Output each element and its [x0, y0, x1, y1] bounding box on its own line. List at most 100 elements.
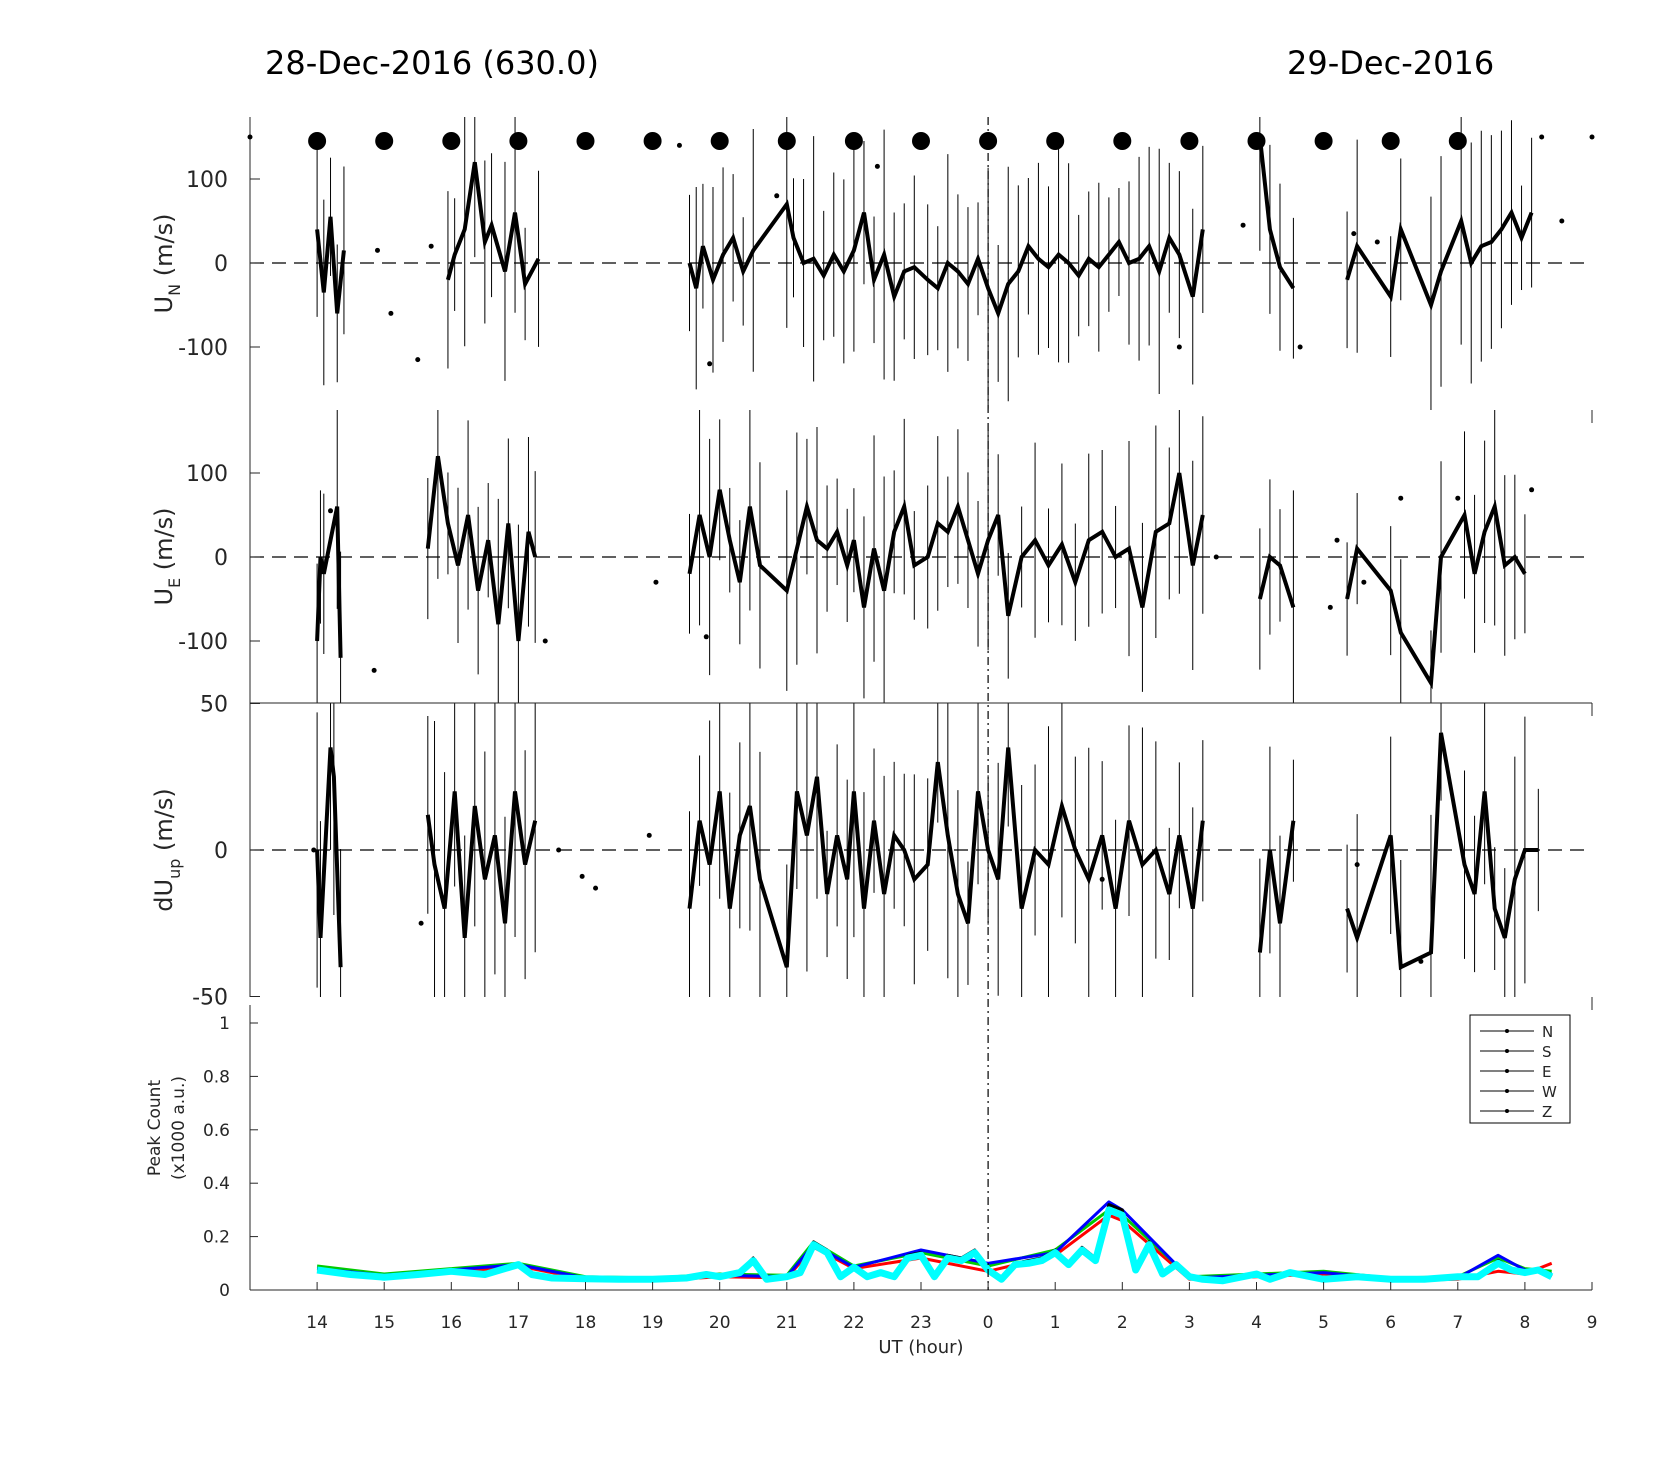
ue-ytick-label: -100: [178, 630, 228, 655]
time-marker-dot: [844, 132, 863, 150]
dup-ytick-label: -50: [192, 986, 228, 1011]
legend-label-E: E: [1542, 1063, 1551, 1081]
dup-point: [1418, 958, 1424, 964]
un-point: [707, 361, 713, 367]
dup-point: [1354, 862, 1360, 868]
un-series: [315, 117, 1534, 410]
legend-marker-Z: [1505, 1109, 1509, 1113]
time-marker-dot: [1381, 132, 1400, 150]
un-point: [874, 163, 880, 169]
dup-ytick-label: 0: [214, 839, 228, 864]
time-marker-dot: [509, 132, 528, 150]
peak-series-Z: [316, 1206, 1554, 1285]
un-point: [1297, 344, 1303, 350]
un-ytick-label: 0: [214, 252, 228, 277]
un-point: [1539, 134, 1545, 140]
peak-ytick-label: 1: [219, 1014, 230, 1034]
xtick-label: 3: [1184, 1313, 1195, 1333]
un-point: [1374, 239, 1380, 245]
xaxis-label: UT (hour): [878, 1337, 963, 1358]
ue-point: [703, 634, 709, 640]
un-point: [415, 357, 421, 363]
un-point: [1589, 134, 1595, 140]
time-marker-dot: [1314, 132, 1333, 150]
time-marker-dot: [1046, 132, 1065, 150]
legend-label-Z: Z: [1542, 1103, 1552, 1121]
ue-point: [1327, 604, 1333, 610]
xtick-label: 7: [1452, 1313, 1463, 1333]
xtick-label: 4: [1251, 1313, 1262, 1333]
legend-marker-E: [1505, 1069, 1509, 1073]
un-point: [1559, 218, 1565, 224]
ue-ylabel: UE (m/s): [150, 507, 184, 605]
dup-ylabel: dUup (m/s): [150, 788, 184, 911]
ue-point: [1213, 554, 1219, 560]
dup-point: [1099, 876, 1105, 882]
un-point: [428, 243, 434, 249]
ue-data-line: [315, 455, 1527, 690]
dup-point: [646, 832, 652, 838]
time-marker-dot: [1180, 132, 1199, 150]
xtick-label: 15: [373, 1313, 395, 1333]
legend-marker-W: [1505, 1089, 1509, 1093]
ue-point: [371, 667, 377, 673]
peak-ytick-label: 0.8: [203, 1067, 230, 1087]
xtick-label: 0: [983, 1313, 994, 1333]
time-marker-dot: [1113, 132, 1132, 150]
ue-point: [328, 508, 334, 514]
xtick-label: 9: [1587, 1313, 1598, 1333]
ue-point: [1361, 579, 1367, 585]
time-marker-dot: [576, 132, 595, 150]
xtick-label: 19: [642, 1313, 664, 1333]
peak-ytick-label: 0.4: [203, 1174, 230, 1194]
peak-ytick-label: 0.2: [203, 1228, 230, 1248]
un-point: [247, 134, 253, 140]
xtick-label: 5: [1318, 1313, 1329, 1333]
dup-point: [311, 847, 317, 853]
ue-ytick-label: 100: [186, 462, 228, 487]
xtick-label: 1: [1050, 1313, 1061, 1333]
un-point: [774, 193, 780, 199]
xtick-label: 6: [1385, 1313, 1396, 1333]
time-marker-dot: [308, 132, 327, 150]
xtick-label: 18: [575, 1313, 597, 1333]
date-title-left: 28-Dec-2016 (630.0): [265, 44, 599, 82]
xtick-label: 20: [709, 1313, 731, 1333]
un-point: [1176, 344, 1182, 350]
legend-label-S: S: [1542, 1043, 1552, 1061]
legend-marker-S: [1505, 1049, 1509, 1053]
ue-point: [653, 579, 659, 585]
time-marker-dot: [979, 132, 998, 150]
xtick-label: 14: [306, 1313, 328, 1333]
ue-series: [315, 410, 1527, 703]
legend-box: [1469, 1014, 1571, 1124]
legend-marker-N: [1505, 1029, 1509, 1033]
dup-data-line: [315, 732, 1539, 971]
peak-ytick-label: 0.6: [203, 1121, 230, 1141]
xtick-label: 23: [910, 1313, 932, 1333]
xtick-label: 22: [843, 1313, 865, 1333]
un-ytick-label: 100: [186, 168, 228, 193]
peak-ytick-label: 0: [219, 1281, 230, 1301]
legend-label-W: W: [1542, 1083, 1557, 1101]
dup-point: [593, 885, 599, 891]
time-marker-dot: [1448, 132, 1467, 150]
time-marker-dot: [777, 132, 796, 150]
time-marker-dot: [1247, 132, 1266, 150]
peak-ylabel-line1: Peak Count: [145, 1080, 165, 1177]
xtick-label: 8: [1519, 1313, 1530, 1333]
un-ylabel: UN (m/s): [150, 214, 184, 314]
ue-ytick-label: 0: [214, 546, 228, 571]
un-point: [374, 247, 380, 253]
un-point: [1240, 222, 1246, 228]
un-point: [1351, 231, 1357, 237]
dup-series: [315, 703, 1539, 997]
time-marker-dot: [375, 132, 394, 150]
xtick-label: 16: [440, 1313, 462, 1333]
xtick-label: 21: [776, 1313, 798, 1333]
time-marker-dot: [442, 132, 461, 150]
legend-label-N: N: [1542, 1023, 1553, 1041]
dup-point: [556, 847, 562, 853]
dup-point: [579, 873, 585, 879]
